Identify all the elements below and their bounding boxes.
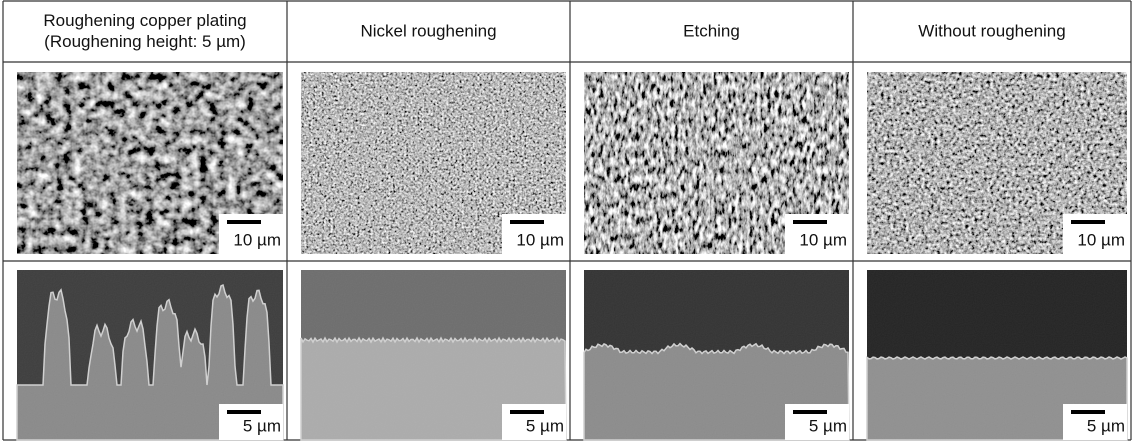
sem-image: 10 µm <box>301 72 566 254</box>
scale-label: 10 µm <box>233 230 281 249</box>
column-header: Without roughening <box>918 21 1065 40</box>
scale-label: 5 µm <box>243 416 281 435</box>
sem-image: 5 µm <box>584 270 849 440</box>
scale-label: 5 µm <box>526 416 564 435</box>
scale-label: 10 µm <box>516 230 564 249</box>
sem-image: 5 µm <box>301 270 566 440</box>
scale-label: 5 µm <box>809 416 847 435</box>
column-header: Nickel roughening <box>360 21 496 40</box>
sem-image: 10 µm <box>17 72 283 254</box>
column-header: Etching <box>683 21 740 40</box>
scale-label: 10 µm <box>1077 230 1125 249</box>
sem-image: 10 µm <box>584 72 849 254</box>
sem-image: 5 µm <box>17 270 283 440</box>
comparison-table: Roughening copper plating (Roughening hei… <box>0 0 1134 441</box>
sem-image: 10 µm <box>867 72 1127 254</box>
scale-label: 5 µm <box>1087 416 1125 435</box>
sem-image: 5 µm <box>867 270 1127 440</box>
column-header: (Roughening height: 5 µm) <box>44 32 246 51</box>
column-header: Roughening copper plating <box>43 11 246 30</box>
scale-label: 10 µm <box>799 230 847 249</box>
